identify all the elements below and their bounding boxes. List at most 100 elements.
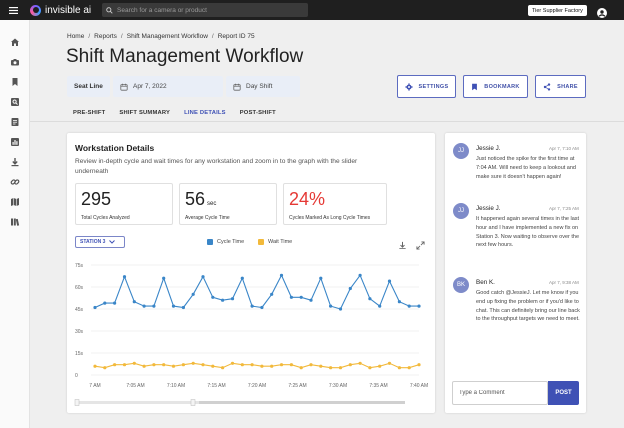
cycle-time-point[interactable]: [171, 304, 176, 308]
fullscreen-icon[interactable]: [416, 237, 425, 250]
wait-time-point[interactable]: [417, 363, 421, 367]
library-icon[interactable]: [10, 214, 20, 226]
wait-time-point[interactable]: [407, 366, 411, 370]
cycle-time-point[interactable]: [103, 301, 107, 305]
cycle-time-point[interactable]: [240, 276, 244, 280]
cycle-time-point[interactable]: [387, 279, 392, 283]
cycle-time-point[interactable]: [397, 300, 401, 304]
report-search-icon[interactable]: [10, 94, 20, 106]
tab-post-shift[interactable]: POST-SHIFT: [239, 110, 276, 116]
post-button[interactable]: POST: [548, 381, 579, 405]
wait-time-point[interactable]: [250, 363, 254, 367]
cycle-time-point[interactable]: [113, 301, 117, 305]
wait-time-point[interactable]: [270, 364, 274, 368]
cycle-time-point[interactable]: [319, 276, 323, 280]
cycle-time-point[interactable]: [417, 304, 421, 308]
document-icon[interactable]: [10, 114, 20, 126]
wait-time-point[interactable]: [152, 363, 156, 367]
search-input[interactable]: [117, 6, 297, 14]
cycle-time-point[interactable]: [299, 295, 303, 299]
wait-time-point[interactable]: [299, 366, 303, 370]
cycle-time-point[interactable]: [142, 304, 146, 308]
cycle-time-point[interactable]: [338, 307, 343, 311]
link-icon[interactable]: [10, 174, 20, 185]
zoom-slider-handle[interactable]: [74, 399, 80, 406]
wait-time-point[interactable]: [338, 366, 343, 370]
breadcrumb-reports[interactable]: Reports: [94, 33, 117, 40]
chart-icon[interactable]: [10, 134, 20, 146]
shift-filter[interactable]: Day Shift: [226, 76, 300, 97]
station-dropdown[interactable]: STATION 3: [75, 236, 125, 248]
comment-input[interactable]: [452, 381, 548, 405]
cycle-time-point[interactable]: [279, 273, 284, 277]
cycle-time-point[interactable]: [260, 305, 264, 310]
wait-time-point[interactable]: [191, 361, 195, 365]
zoom-slider-handle[interactable]: [190, 399, 196, 406]
cycle-time-point[interactable]: [191, 292, 195, 296]
wait-time-point[interactable]: [162, 363, 166, 367]
home-icon[interactable]: [10, 34, 20, 46]
bookmark-button[interactable]: BOOKMARK: [463, 75, 528, 98]
menu-icon[interactable]: [0, 0, 26, 20]
cycle-time-point[interactable]: [122, 275, 127, 279]
wait-time-point[interactable]: [221, 366, 225, 370]
legend-wait-time[interactable]: Wait Time: [258, 239, 292, 245]
tab-pre-shift[interactable]: PRE-SHIFT: [73, 110, 106, 116]
cycle-time-point[interactable]: [250, 304, 254, 308]
legend-cycle-time[interactable]: Cycle Time: [207, 239, 244, 245]
wait-time-point[interactable]: [103, 366, 107, 370]
search-bar[interactable]: [102, 3, 308, 17]
wait-time-point[interactable]: [397, 366, 401, 370]
wait-time-point[interactable]: [329, 366, 333, 370]
factory-selector[interactable]: Tier Supplier Factory: [528, 5, 587, 16]
cycle-time-point[interactable]: [358, 273, 362, 277]
wait-time-point[interactable]: [132, 361, 136, 365]
cycle-time-point[interactable]: [368, 297, 372, 301]
wait-time-point[interactable]: [378, 364, 382, 368]
wait-time-point[interactable]: [260, 364, 264, 368]
wait-time-point[interactable]: [93, 364, 97, 368]
bookmark-icon[interactable]: [10, 74, 20, 86]
brand[interactable]: invisible ai: [30, 4, 91, 16]
wait-time-point[interactable]: [201, 363, 205, 367]
zoom-slider-range[interactable]: [199, 401, 405, 404]
cycle-time-point[interactable]: [378, 304, 382, 308]
wait-time-point[interactable]: [230, 361, 235, 365]
cycle-time-point[interactable]: [289, 295, 293, 299]
wait-time-point[interactable]: [279, 363, 284, 367]
cycle-time-point[interactable]: [348, 286, 352, 291]
cycle-time-point[interactable]: [211, 295, 215, 299]
account-icon[interactable]: [597, 5, 607, 18]
wait-time-point[interactable]: [181, 363, 185, 367]
breadcrumb-home[interactable]: Home: [67, 33, 85, 40]
cycle-time-point[interactable]: [230, 297, 235, 301]
wait-time-point[interactable]: [289, 363, 293, 367]
wait-time-point[interactable]: [211, 364, 215, 368]
cycle-time-point[interactable]: [221, 298, 225, 302]
settings-button[interactable]: SETTINGS: [397, 75, 456, 98]
tab-line-details[interactable]: LINE DETAILS: [177, 107, 233, 122]
wait-time-point[interactable]: [319, 364, 323, 368]
wait-time-point[interactable]: [122, 363, 127, 367]
wait-time-point[interactable]: [348, 363, 352, 367]
wait-time-point[interactable]: [142, 364, 146, 368]
download-icon[interactable]: [398, 237, 407, 250]
camera-icon[interactable]: [10, 54, 20, 66]
wait-time-point[interactable]: [358, 361, 362, 365]
wait-time-point[interactable]: [309, 363, 313, 367]
cycle-wait-time-chart[interactable]: 75s 60s 45s 30s 15s 0 7 AM 7:05 AM 7:10 AM 7:15 A…: [67, 253, 435, 413]
share-button[interactable]: SHARE: [535, 75, 586, 98]
date-filter[interactable]: Apr 7, 2022: [113, 76, 223, 97]
cycle-time-point[interactable]: [407, 304, 411, 308]
wait-time-point[interactable]: [368, 366, 372, 370]
cycle-time-point[interactable]: [181, 305, 185, 310]
cycle-time-point[interactable]: [201, 275, 205, 279]
cycle-time-point[interactable]: [152, 304, 156, 308]
wait-time-point[interactable]: [171, 364, 176, 368]
cycle-time-point[interactable]: [93, 305, 97, 310]
download-icon[interactable]: [10, 154, 20, 167]
cycle-time-point[interactable]: [132, 300, 136, 304]
tab-shift-summary[interactable]: SHIFT SUMMARY: [119, 110, 171, 116]
cycle-time-point[interactable]: [309, 298, 313, 302]
line-filter[interactable]: Seat Line: [67, 76, 110, 97]
